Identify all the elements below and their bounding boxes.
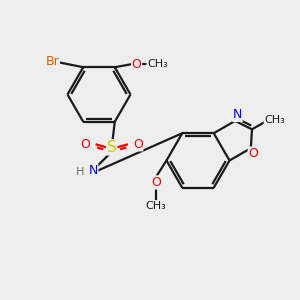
Text: O: O — [248, 147, 258, 160]
Text: CH₃: CH₃ — [147, 59, 168, 69]
Text: O: O — [133, 138, 143, 151]
Text: O: O — [132, 58, 142, 71]
Text: CH₃: CH₃ — [146, 201, 167, 211]
Text: N: N — [88, 164, 98, 177]
Text: O: O — [151, 176, 161, 189]
Text: H: H — [76, 167, 85, 177]
Text: S: S — [107, 140, 117, 155]
Text: CH₃: CH₃ — [264, 115, 285, 125]
Text: Br: Br — [46, 55, 59, 68]
Text: O: O — [81, 138, 91, 151]
Text: N: N — [233, 108, 242, 122]
